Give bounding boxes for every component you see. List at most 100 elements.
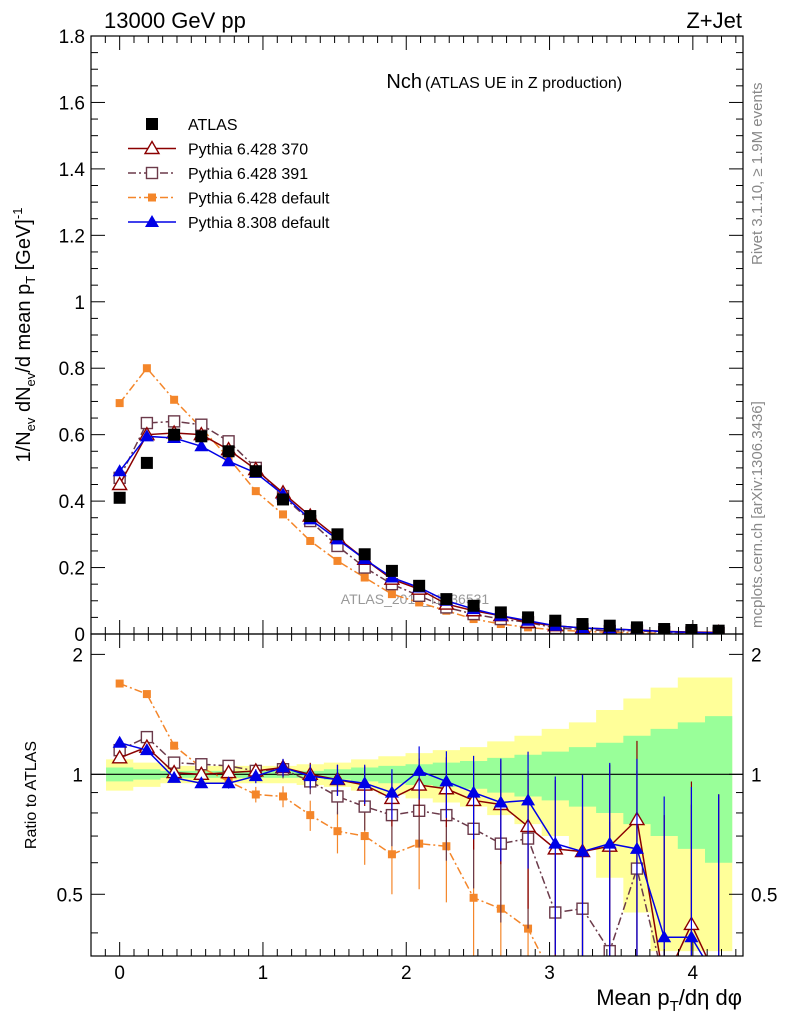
data-point — [251, 487, 260, 496]
data-point — [385, 564, 398, 577]
data-point — [522, 611, 535, 624]
y-tick-label: 1.4 — [59, 160, 86, 181]
x-tick-label: 2 — [401, 963, 412, 984]
uncertainty-band-outer — [106, 677, 733, 952]
y-tick-label: 1 — [74, 293, 85, 314]
series-atlas — [113, 428, 725, 634]
ratio-point — [194, 776, 209, 789]
legend-item-p8-default: Pythia 8.308 default — [128, 215, 330, 232]
ratio-point — [330, 772, 345, 785]
y-tick-label: 1.8 — [59, 27, 85, 48]
ratio-point — [139, 743, 154, 756]
plot-subtitle: (ATLAS UE in Z production) — [425, 75, 622, 92]
y-tick-label: 1.2 — [59, 226, 85, 247]
data-point — [170, 395, 179, 404]
data-point — [195, 430, 208, 443]
ratio-point — [170, 741, 179, 750]
ratio-point — [303, 769, 318, 782]
data-point — [304, 510, 317, 523]
main-plot-panel: ATLAS_2019_I1736531 00.20.40.60.811.21.4… — [10, 27, 744, 646]
y-tick-label: 0.6 — [59, 426, 85, 447]
x-tick-label: 3 — [544, 963, 555, 984]
ratio-point — [306, 811, 315, 820]
data-point — [139, 429, 154, 442]
y-tick-label: 0.4 — [59, 492, 86, 513]
legend: ATLAS Pythia 6.428 370 Pythia 6.428 391 Pyt… — [128, 117, 330, 232]
data-point — [194, 439, 209, 452]
ratio-point — [548, 836, 563, 849]
data-point — [222, 445, 235, 458]
plot-title: Nch — [386, 71, 422, 93]
ratio-point — [575, 844, 590, 857]
data-point — [685, 624, 698, 634]
data-point — [142, 364, 151, 373]
x-tick-label: 1 — [258, 963, 269, 984]
data-point — [277, 493, 290, 506]
data-point — [279, 510, 288, 519]
uncertainty-band-inner — [106, 716, 733, 863]
ratio-y-tick-label-right: 2 — [751, 645, 762, 666]
data-point — [221, 454, 236, 467]
ratio-y-tick-label-left: 2 — [72, 645, 83, 666]
ratio-point — [384, 785, 399, 798]
ratio-point — [248, 769, 263, 782]
y-tick-label: 0.8 — [59, 359, 85, 380]
data-point — [413, 579, 426, 592]
ratio-point — [112, 735, 127, 748]
data-point — [630, 621, 643, 634]
ratio-point — [684, 930, 699, 943]
legend-item-atlas: ATLAS — [146, 117, 238, 134]
legend-label: Pythia 6.428 default — [188, 191, 330, 208]
y-tick-label: 0 — [74, 625, 85, 646]
ratio-point — [142, 690, 151, 699]
header-right: Z+Jet — [686, 8, 742, 33]
legend-item-p6-default: Pythia 6.428 default — [128, 191, 330, 208]
ratio-point — [115, 679, 124, 688]
y-tick-label: 0.2 — [59, 559, 85, 580]
rivet-version-label: Rivet 3.1.10, ≥ 1.9M events — [749, 83, 766, 266]
data-point — [111, 476, 128, 491]
data-point — [115, 399, 124, 408]
x-tick-label: 4 — [688, 963, 699, 984]
data-point — [549, 614, 562, 627]
ratio-y-tick-label-left: 0.5 — [57, 885, 83, 906]
ratio-plot-panel: 0.5 0.5 1 1 2 2 0 1 2 3 4 Ratio to ATLAS Mean pT/d… — [23, 633, 777, 1015]
ratio-point — [466, 785, 481, 798]
ratio-point — [412, 763, 427, 776]
legend-marker — [145, 166, 159, 180]
data-point — [603, 619, 616, 632]
legend-label: Pythia 6.428 391 — [188, 166, 308, 183]
ratio-y-tick-label-right: 1 — [751, 765, 762, 786]
legend-marker — [146, 118, 158, 130]
data-point — [113, 491, 126, 504]
data-point — [358, 548, 371, 561]
legend-label: Pythia 6.428 370 — [188, 142, 308, 159]
data-point — [168, 428, 181, 441]
data-point — [467, 599, 480, 612]
data-point — [576, 618, 589, 631]
legend-marker — [148, 193, 156, 202]
main-y-axis-label: 1/Nev dNev/d mean pT [GeV]-1 — [10, 208, 38, 463]
ratio-point — [221, 776, 236, 789]
data-point — [249, 465, 262, 478]
data-point — [494, 606, 507, 619]
ratio-point — [579, 979, 587, 987]
mcplots-label: mcplots.cern.ch [arXiv:1306.3436] — [749, 401, 766, 628]
ratio-point — [276, 760, 291, 773]
x-tick-label: 0 — [114, 963, 125, 984]
data-point — [712, 624, 725, 634]
legend-marker — [143, 140, 161, 155]
legend-marker — [145, 215, 159, 227]
ratio-point — [602, 836, 617, 849]
legend-label: ATLAS — [188, 117, 238, 134]
ratio-point — [521, 793, 536, 806]
legend-item-p6-391: Pythia 6.428 391 — [128, 166, 308, 183]
ratio-point — [333, 827, 342, 836]
ratio-point — [439, 774, 454, 787]
data-point — [440, 593, 453, 606]
data-point — [360, 573, 369, 582]
ratio-point — [657, 930, 672, 943]
ratio-y-tick-label-right: 0.5 — [751, 885, 777, 906]
legend-item-p6-370: Pythia 6.428 370 — [128, 140, 308, 159]
